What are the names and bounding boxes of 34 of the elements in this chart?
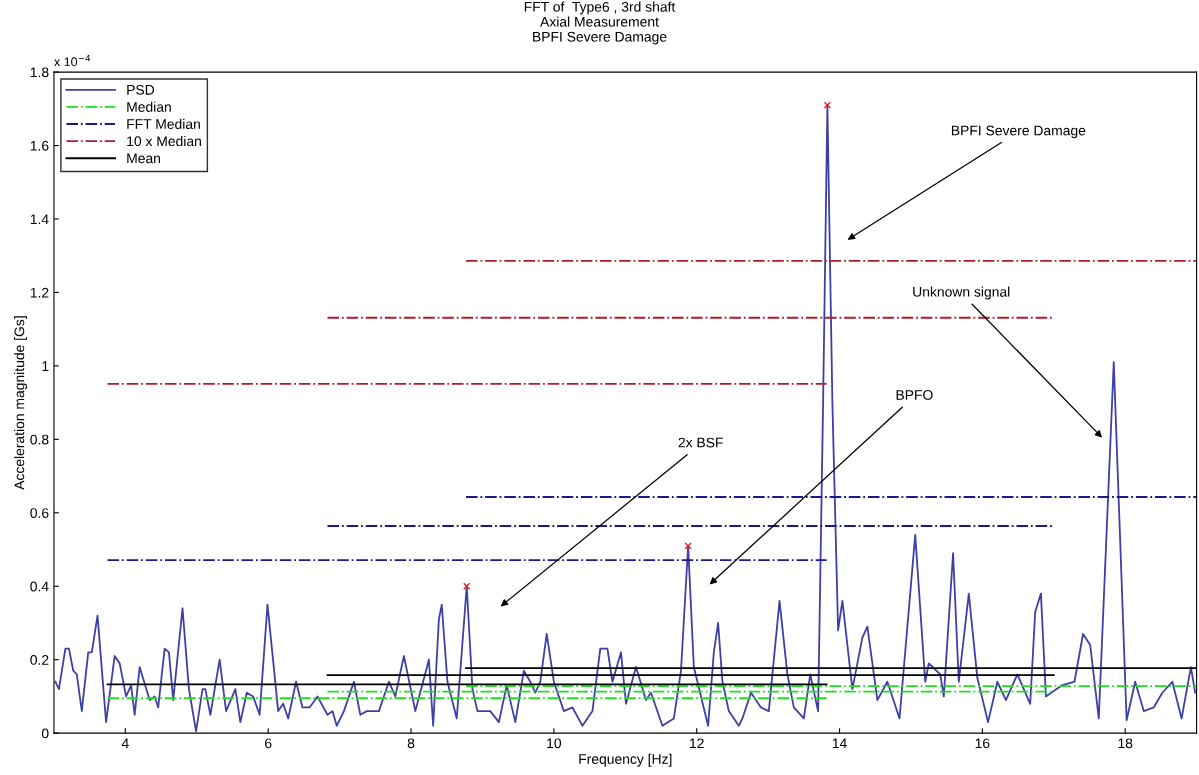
y-tick-label: 0.2 [30,655,49,665]
x-tick-label: 8 [407,738,415,749]
y-tick-label: 1.8 [30,67,49,78]
text: x 10$^{−4}$ [54,54,91,67]
x-tick-label: 6 [265,738,272,749]
legend-label: Median [127,101,171,112]
y-axis-title: Acceleration magnitude [Gs] [14,316,28,490]
y-tick-label: 1 [42,361,49,371]
y-tick-label: 0.6 [30,508,49,518]
legend-label: 10 x Median [127,135,201,147]
y-tick-label: 0.4 [30,581,49,592]
chart-title: FFT of Type6 , 3rd shaft Axial Measurement BPFI Severe Damage [524,1,676,45]
point [463,582,471,590]
x-tick-label: 12 [690,738,704,749]
annotation: BPFI Severe Damage [951,125,1086,139]
annotation: Unknown signal [913,286,1010,300]
x-tick-label: 14 [832,738,847,749]
x-tick-label: 16 [975,738,990,749]
x-tick-label: 10 [547,738,562,749]
y-tick-label: 1.6 [30,140,49,151]
y-tick-label: 0 [41,728,49,739]
point [684,542,692,550]
legend-label: PSD [127,84,155,95]
annotation: 2x BSF [678,437,723,448]
x-axis-title: Frequency [Hz] [579,753,672,767]
legend-label: FFT Median [127,118,200,129]
y-tick-label: 0.8 [30,434,49,445]
point [823,101,832,109]
annotation: BPFO [896,390,933,400]
x-tick-label: 4 [121,738,129,749]
y-tick-label: 1.2 [30,287,49,298]
x-tick-label: 18 [1118,738,1133,749]
legend-label: Mean [127,153,161,164]
y-tick-label: 1.4 [30,214,49,225]
